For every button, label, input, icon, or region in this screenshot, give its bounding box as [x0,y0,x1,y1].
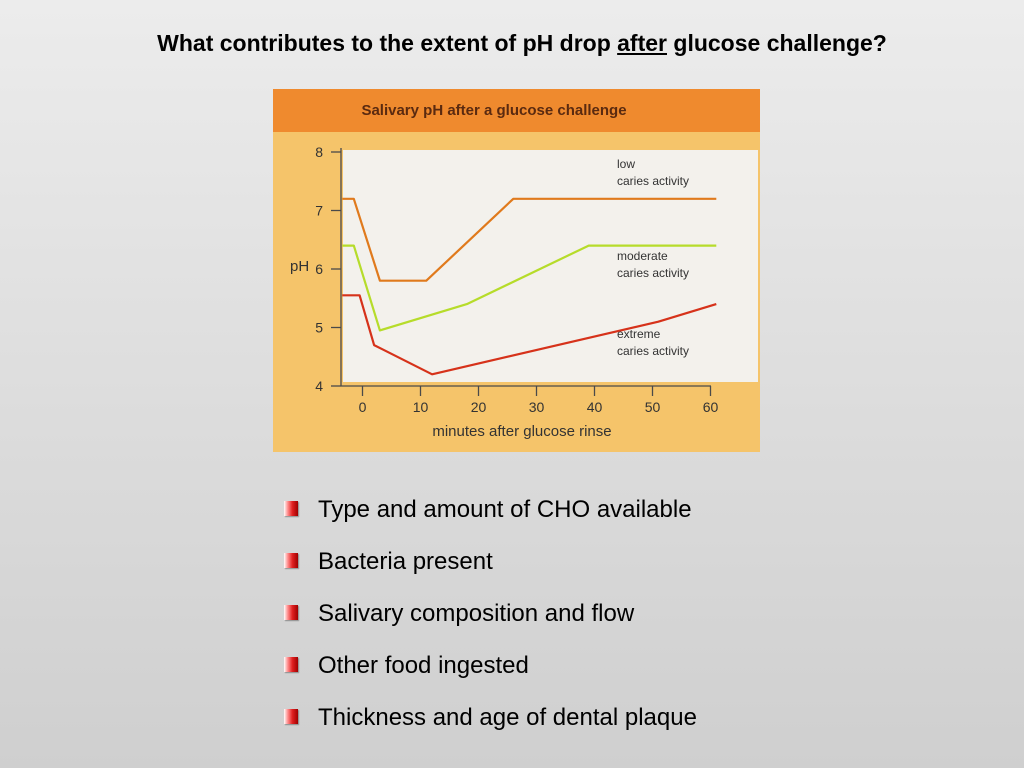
bullet-square-icon [284,708,298,724]
series-line-moderate [342,244,717,332]
series-label-extreme: caries activity [617,344,689,358]
bullet-text: Bacteria present [318,548,493,575]
x-tick-label: 20 [471,399,487,415]
bullet-list: Type and amount of CHO available Bacteri… [284,484,697,744]
series-label-moderate: caries activity [617,266,689,280]
ph-chart: Salivary pH after a glucose challenge pH… [273,89,760,452]
plot-area [343,150,758,382]
series-label-low: low [617,157,635,171]
slide-title: What contributes to the extent of pH dro… [0,30,1024,57]
bullet-item: Other food ingested [284,640,697,692]
x-tick-label: 10 [413,399,429,415]
bullet-square-icon [284,500,298,516]
x-tick-label: 0 [359,399,367,415]
title-text-before: What contributes to the extent of pH dro… [157,30,618,56]
x-axis-label: minutes after glucose rinse [432,423,611,440]
title-text-underlined: after [617,30,667,56]
y-tick-label: 5 [315,320,323,336]
y-tick-label: 6 [315,261,323,277]
series-label-moderate: moderate [617,249,668,263]
title-text-after: glucose challenge? [667,30,887,56]
series-line-extreme [342,294,717,376]
x-tick-label: 50 [645,399,661,415]
chart-header-band [273,89,760,132]
bullet-item: Thickness and age of dental plaque [284,692,697,744]
bullet-square-icon [284,604,298,620]
bullet-square-icon [284,656,298,672]
bullet-text: Thickness and age of dental plaque [318,704,697,731]
bullet-text: Other food ingested [318,652,529,679]
y-tick-label: 8 [315,144,323,160]
bullet-square-icon [284,552,298,568]
y-tick-label: 4 [315,378,323,394]
bullet-text: Salivary composition and flow [318,600,635,627]
chart-title: Salivary pH after a glucose challenge [361,102,626,119]
x-tick-label: 60 [703,399,719,415]
y-axis-label: pH [290,258,309,275]
ph-chart-svg: Salivary pH after a glucose challenge pH… [273,89,760,452]
series-label-low: caries activity [617,174,689,188]
x-tick-label: 40 [587,399,603,415]
series-line-low [342,197,717,282]
y-tick-label: 7 [315,203,323,219]
bullet-text: Type and amount of CHO available [318,496,692,523]
bullet-item: Bacteria present [284,536,697,588]
bullet-item: Type and amount of CHO available [284,484,697,536]
x-tick-label: 30 [529,399,545,415]
series-label-extreme: extreme [617,327,661,341]
bullet-item: Salivary composition and flow [284,588,697,640]
